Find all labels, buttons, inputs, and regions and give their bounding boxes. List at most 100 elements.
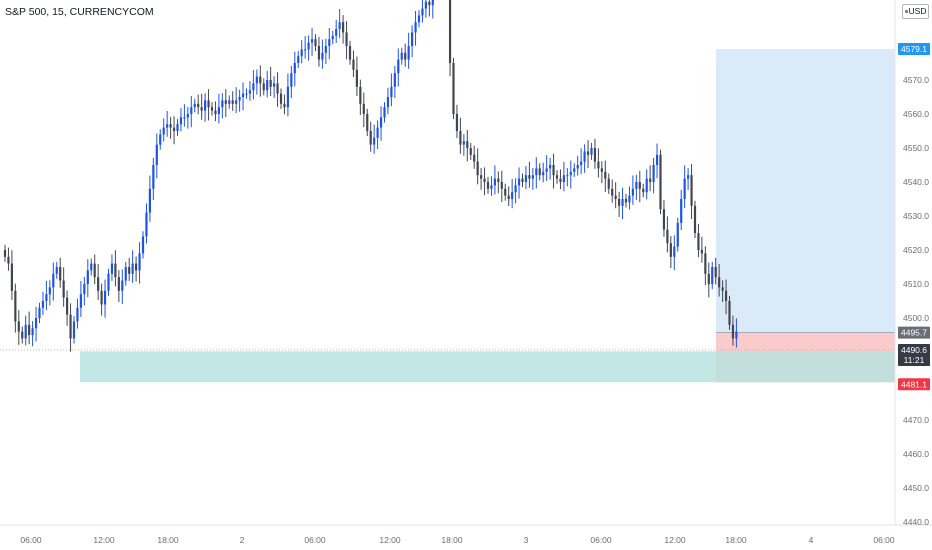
candle-body xyxy=(611,188,614,196)
candle-body xyxy=(248,90,252,94)
time-axis[interactable]: 06:00 12:00 18:00 2 06:00 12:00 18:00 3 06:00 12:… xyxy=(20,535,895,545)
candle-body xyxy=(649,178,652,182)
last-price-box xyxy=(898,343,930,366)
candle-body xyxy=(100,290,103,305)
candle-body xyxy=(552,165,555,176)
candle-body xyxy=(176,124,179,131)
candle-body xyxy=(559,178,562,182)
candle-body xyxy=(3,250,7,257)
candle-body xyxy=(297,56,300,63)
price-tick-label: 4460.0 xyxy=(903,449,929,459)
target-price-label: 4579.1 xyxy=(901,44,927,54)
candle-body xyxy=(366,114,369,131)
price-tick-label: 4540.0 xyxy=(903,177,929,187)
candle-body xyxy=(690,175,693,206)
target-zone[interactable] xyxy=(716,49,895,333)
candle-body xyxy=(369,131,372,145)
candle-body xyxy=(255,76,258,84)
candle-body xyxy=(217,107,220,114)
candle-body xyxy=(707,273,710,284)
candle-body xyxy=(34,318,38,329)
candle-body xyxy=(152,165,155,189)
candle-body xyxy=(493,178,496,186)
candle-body xyxy=(79,294,82,308)
candle-body xyxy=(245,93,248,95)
candle-body xyxy=(107,273,110,291)
candle-body xyxy=(97,277,100,291)
candle-body xyxy=(138,253,141,271)
candle-body xyxy=(500,182,503,189)
candle-body xyxy=(573,168,576,172)
candle-body xyxy=(521,178,524,182)
candle-body xyxy=(197,103,200,108)
candle-body xyxy=(38,307,41,318)
time-tick-label: 18:00 xyxy=(441,535,463,545)
price-tick-label: 4450.0 xyxy=(903,483,929,493)
candle-body xyxy=(469,148,472,155)
candle-body xyxy=(310,39,314,43)
candle-body xyxy=(17,321,20,332)
candle-body xyxy=(204,100,207,111)
candle-body xyxy=(117,277,120,291)
candle-body xyxy=(76,307,79,322)
currency-selector[interactable]: USD xyxy=(902,4,929,19)
candle-body xyxy=(124,267,127,281)
candle-body xyxy=(110,263,114,274)
candle-body xyxy=(604,171,607,179)
candle-body xyxy=(549,165,552,169)
candle-body xyxy=(345,32,348,46)
candle-body xyxy=(504,188,507,196)
stop-price-label-box xyxy=(898,378,930,391)
candle-body xyxy=(497,178,500,182)
candle-body xyxy=(711,267,714,284)
candle-body xyxy=(235,100,238,104)
candle-body xyxy=(283,103,286,108)
candle-body xyxy=(55,267,58,274)
candle-body xyxy=(417,15,421,23)
candle-body xyxy=(569,171,572,176)
demand-zone[interactable] xyxy=(80,351,895,383)
candle-body xyxy=(566,175,569,177)
last-price-label: 4490.6 xyxy=(901,345,927,355)
candle-body xyxy=(93,263,96,278)
candle-body xyxy=(669,243,672,257)
candle-body xyxy=(718,277,721,288)
candle-body xyxy=(528,175,531,179)
time-tick-label: 12:00 xyxy=(664,535,686,545)
candle-body xyxy=(721,287,724,291)
candle-body xyxy=(290,73,293,87)
entry-price-label: 4495.7 xyxy=(901,328,927,338)
candle-body xyxy=(352,59,355,70)
candle-body xyxy=(459,131,462,145)
candle-body xyxy=(62,280,65,298)
candle-body xyxy=(373,137,376,145)
candle-body xyxy=(697,233,700,250)
price-tick-label: 4470.0 xyxy=(903,415,929,425)
candle-body xyxy=(273,83,276,87)
candle-body xyxy=(386,97,390,108)
candle-body xyxy=(621,199,624,206)
candle-body xyxy=(103,290,107,305)
candle-body xyxy=(424,1,427,9)
candle-body xyxy=(576,165,579,169)
price-tick-label: 4570.0 xyxy=(903,75,929,85)
candle-body xyxy=(614,195,617,199)
price-axis[interactable]: 4440.04450.04460.04470.04480.04490.04500… xyxy=(903,75,929,527)
candle-body xyxy=(190,107,193,114)
candle-body xyxy=(328,39,331,46)
candle-body xyxy=(428,1,431,6)
candle-body xyxy=(593,148,597,162)
candle-body xyxy=(41,301,45,308)
candle-body xyxy=(128,267,131,274)
candle-body xyxy=(511,192,514,199)
candle-body xyxy=(321,52,324,60)
price-tick-label: 4510.0 xyxy=(903,279,929,289)
time-tick-label: 12:00 xyxy=(379,535,401,545)
candle-body xyxy=(293,63,296,74)
candle-body xyxy=(421,8,424,16)
candle-body xyxy=(48,287,51,295)
price-tick-label: 4520.0 xyxy=(903,245,929,255)
candle-body xyxy=(186,114,189,118)
lock-icon xyxy=(904,10,908,14)
